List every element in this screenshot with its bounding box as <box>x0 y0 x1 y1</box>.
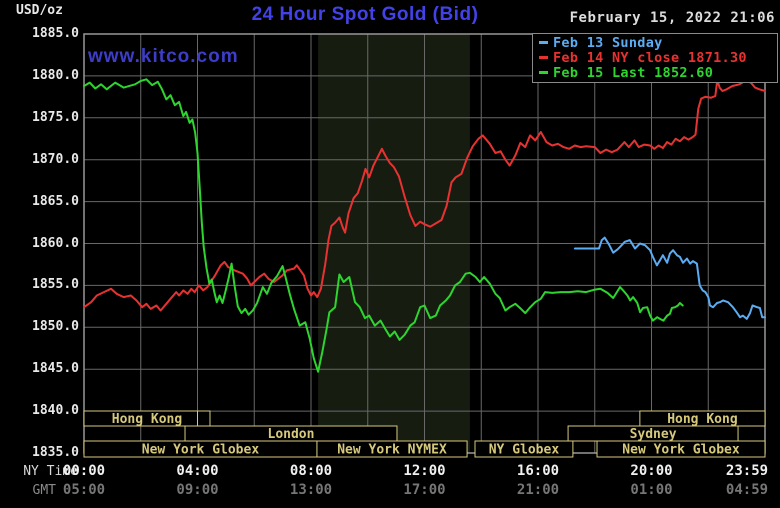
y-tick-label: 1860.0 <box>32 235 79 251</box>
y-tick-label: 1840.0 <box>32 403 79 419</box>
session-bar-label: New York Globex <box>142 443 260 458</box>
ny-time-tick-label: 00:00 <box>62 463 106 479</box>
legend-swatch-icon <box>539 71 548 74</box>
y-tick-label: 1885.0 <box>32 26 79 41</box>
legend-item-label: Feb 14 NY close 1871.30 <box>553 49 747 66</box>
y-tick-label: 1845.0 <box>32 361 79 377</box>
session-bar-label: London <box>268 427 315 442</box>
ny-time-tick-label: 04:00 <box>176 463 219 479</box>
series-line <box>83 79 766 312</box>
chart-title: 24 Hour Spot Gold (Bid) <box>251 4 479 25</box>
session-bar-label: New York Globex <box>622 443 740 458</box>
legend-item-label: Feb 15 Last 1852.60 <box>553 64 714 81</box>
session-bar <box>596 440 766 458</box>
legend-item: Feb 14 NY close 1871.30 <box>539 49 777 66</box>
gmt-time-tick-label: 13:00 <box>289 482 333 498</box>
y-axis-units-label: USD/oz <box>16 3 63 18</box>
ny-time-axis-label: NY Time <box>23 464 78 479</box>
legend: Feb 13 Sunday Feb 14 NY close 1871.30 Feb … <box>532 33 778 83</box>
chart-timestamp: February 15, 2022 21:06 <box>569 10 775 26</box>
ny-time-tick-label: 12:00 <box>403 463 446 479</box>
session-bar-label: Hong Kong <box>667 412 737 427</box>
y-tick-label: 1870.0 <box>32 151 79 167</box>
session-bar <box>83 410 211 427</box>
ny-time-tick-label: 08:00 <box>289 463 333 479</box>
legend-item: Feb 13 Sunday <box>539 34 777 51</box>
gmt-time-tick-label: 21:00 <box>516 482 560 498</box>
legend-item: Feb 15 Last 1852.60 <box>539 64 777 81</box>
gmt-axis-label: GMT <box>32 483 56 498</box>
y-tick-label: 1880.0 <box>32 67 79 83</box>
series-line <box>83 78 684 373</box>
series-line <box>573 236 766 320</box>
legend-swatch-icon <box>539 56 548 59</box>
y-tick-label: 1850.0 <box>32 319 79 335</box>
gmt-time-tick-label: 09:00 <box>176 482 219 498</box>
kitco-watermark: www.kitco.com <box>88 46 239 67</box>
ny-time-tick-label: 20:00 <box>630 463 673 479</box>
session-bar <box>316 440 468 458</box>
y-tick-label: 1855.0 <box>32 277 79 293</box>
gmt-time-tick-label: 05:00 <box>62 482 106 498</box>
y-tick-label: 1835.0 <box>32 445 79 460</box>
session-bar-label: NY Globex <box>489 443 560 458</box>
session-bar-label: Sydney <box>630 427 677 442</box>
session-bar-label: Hong Kong <box>112 412 182 427</box>
gmt-time-tick-label: 17:00 <box>403 482 446 498</box>
ny-time-tick-label: 23:59 <box>725 463 769 479</box>
gmt-time-tick-label: 04:59 <box>725 482 769 498</box>
y-tick-label: 1875.0 <box>32 109 79 125</box>
ny-time-tick-label: 16:00 <box>516 463 560 479</box>
gmt-time-tick-label: 01:00 <box>630 482 673 498</box>
session-bar <box>474 440 574 458</box>
session-bar-label: New York NYMEX <box>337 443 447 458</box>
legend-item-label: Feb 13 Sunday <box>553 34 663 51</box>
y-tick-label: 1865.0 <box>32 193 79 209</box>
legend-swatch-icon <box>539 41 548 44</box>
